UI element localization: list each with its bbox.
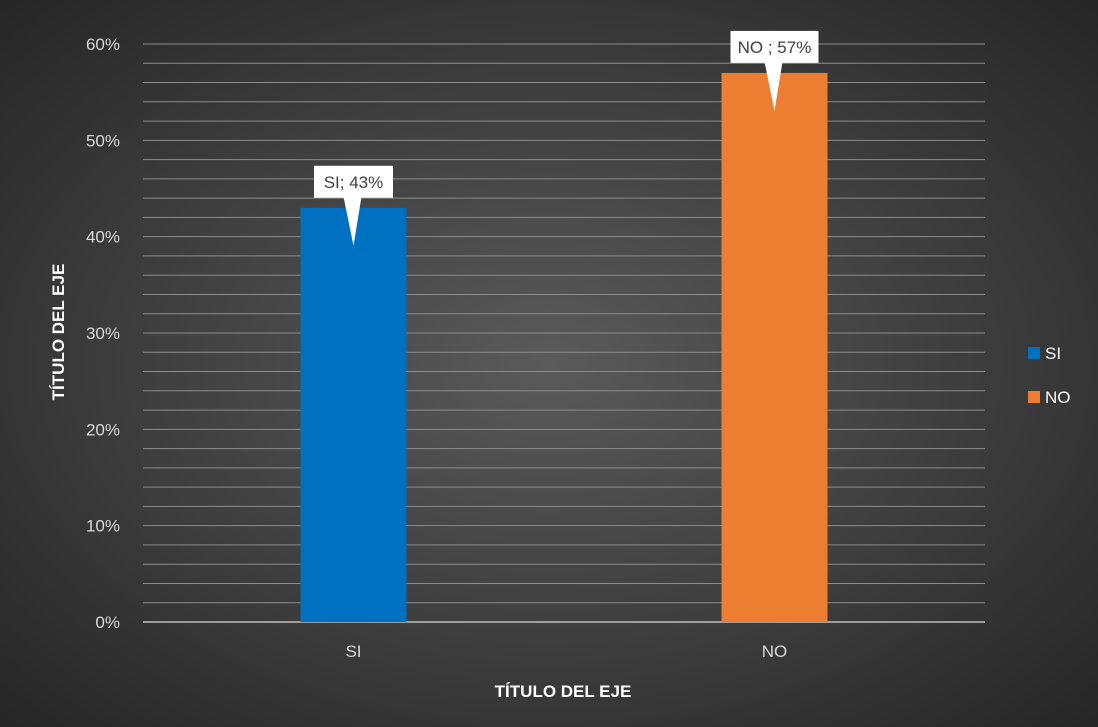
- callout-pointer: [343, 196, 362, 246]
- x-tick-label: NO: [762, 642, 788, 661]
- legend-swatch-si: [1028, 347, 1040, 359]
- data-label-callout: SI; 43%: [314, 165, 393, 246]
- legend-swatch-no: [1028, 391, 1040, 403]
- legend-label-si: SI: [1045, 344, 1061, 363]
- y-tick-label: 20%: [86, 420, 120, 439]
- y-tick-label: 50%: [86, 131, 120, 150]
- data-label-text: NO ; 57%: [738, 38, 812, 57]
- y-axis-title: TÍTULO DEL EJE: [49, 264, 68, 401]
- data-labels: SI; 43% NO ; 57%: [314, 30, 819, 246]
- callout-box: [730, 30, 819, 63]
- data-label-callout: NO ; 57%: [730, 30, 819, 111]
- x-tick-labels: SI NO: [345, 642, 787, 661]
- x-axis-title: TÍTULO DEL EJE: [495, 682, 632, 701]
- y-tick-label: 30%: [86, 324, 120, 343]
- y-tick-label: 60%: [86, 35, 120, 54]
- callout-box: [314, 165, 393, 198]
- y-tick-label: 40%: [86, 228, 120, 247]
- bar-no: [721, 72, 828, 622]
- x-tick-label: SI: [345, 642, 361, 661]
- y-tick-labels: 0% 10% 20% 30% 40% 50% 60%: [86, 35, 120, 632]
- callout-pointer: [764, 61, 783, 111]
- bar-si: [300, 207, 407, 622]
- y-tick-label: 0%: [95, 613, 120, 632]
- legend: SI NO: [1028, 344, 1071, 407]
- data-label-text: SI; 43%: [324, 173, 384, 192]
- gridlines: [143, 43, 985, 623]
- bars: [300, 72, 828, 622]
- legend-label-no: NO: [1045, 388, 1071, 407]
- y-tick-label: 10%: [86, 517, 120, 536]
